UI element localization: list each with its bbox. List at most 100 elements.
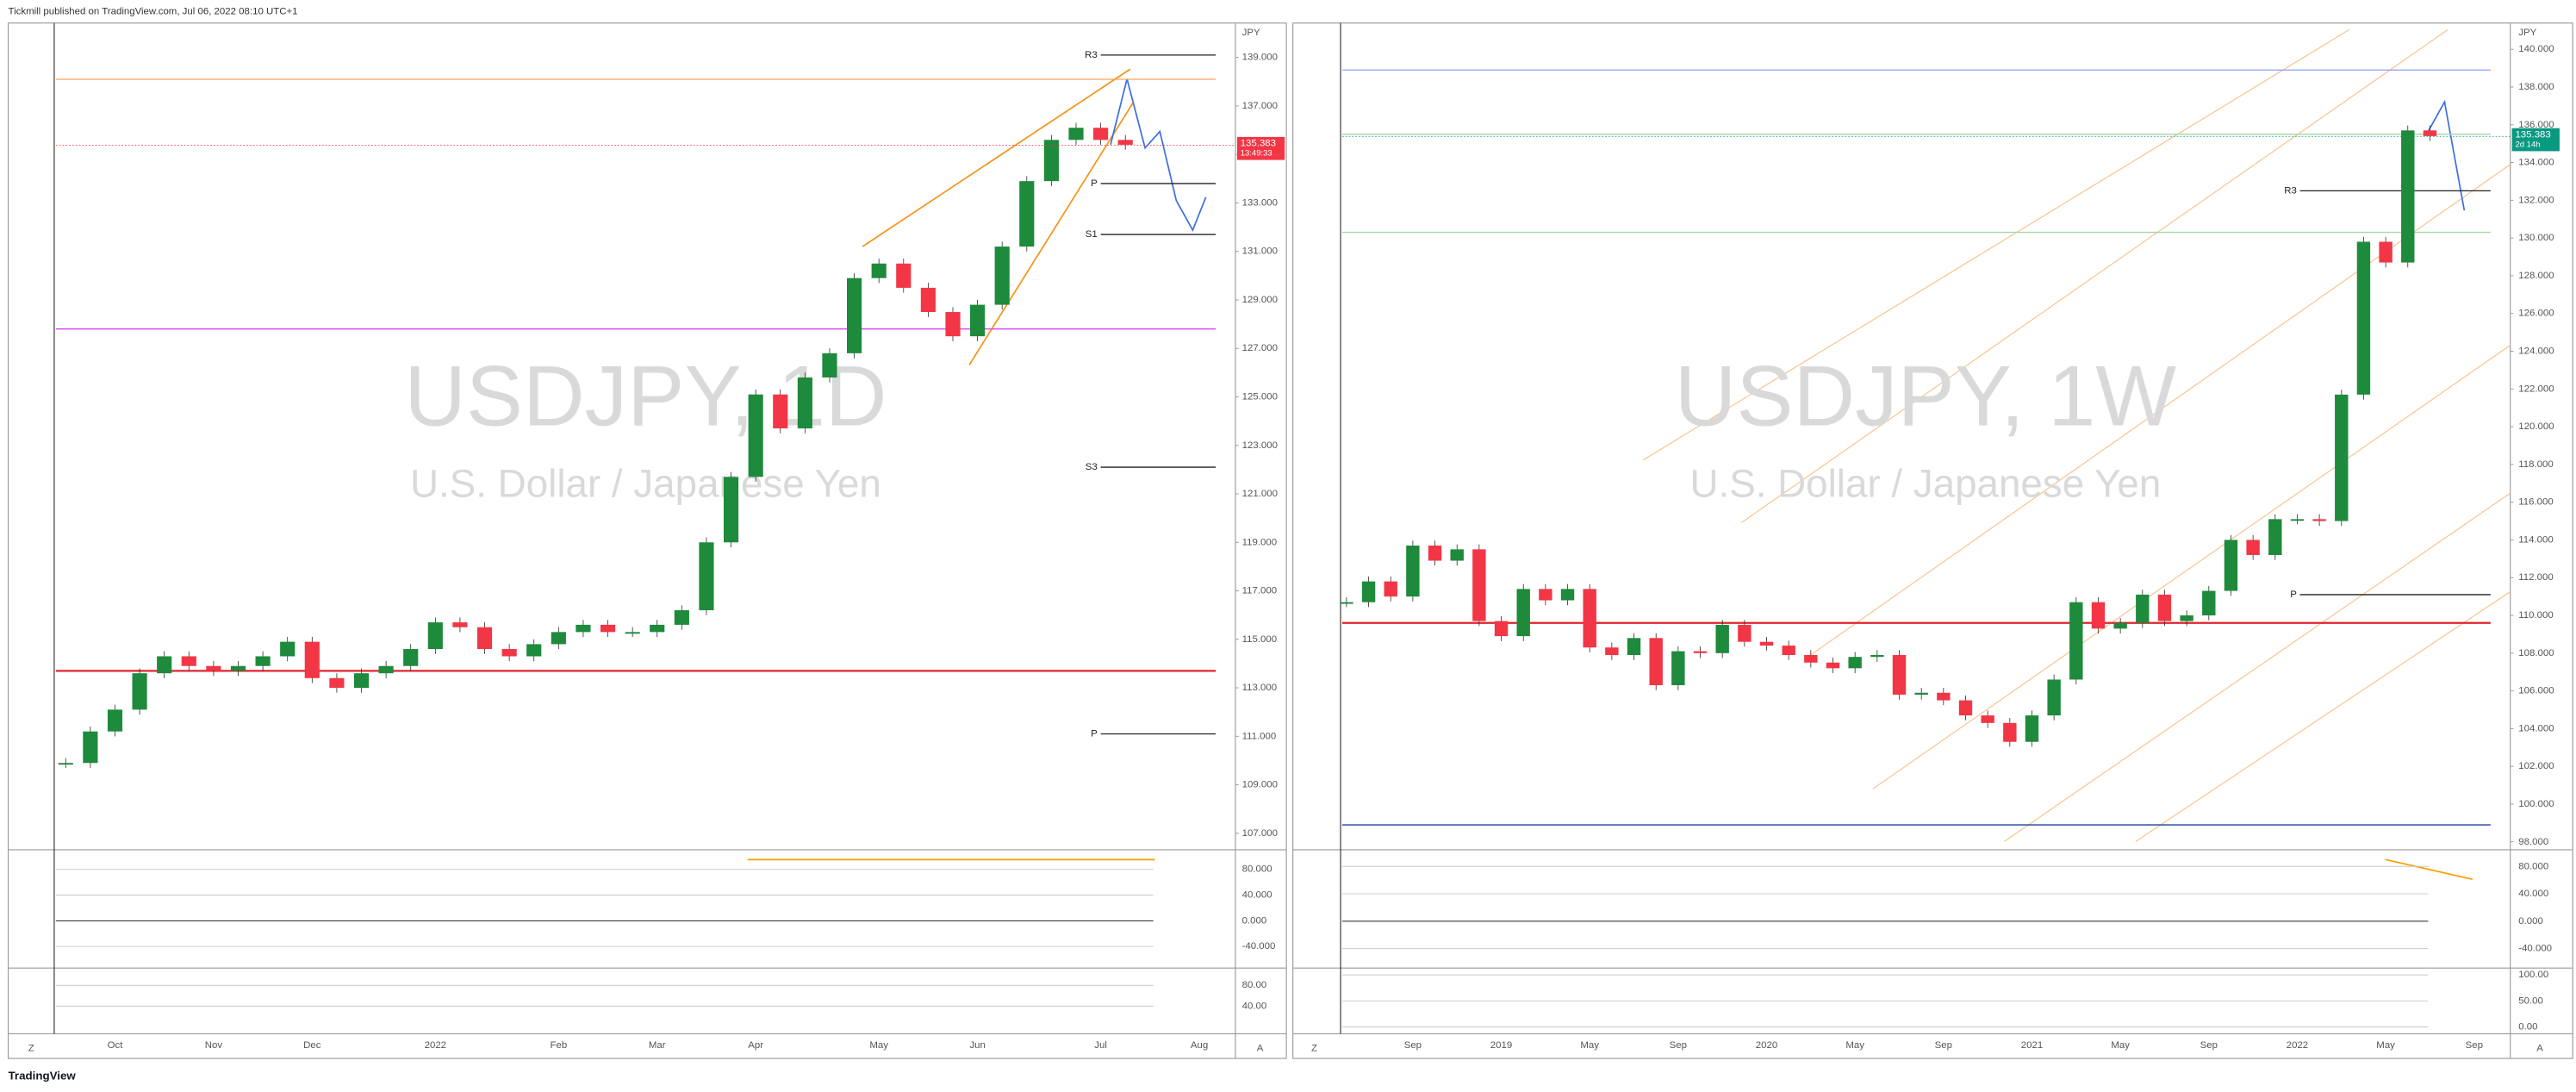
candle xyxy=(2025,715,2039,742)
x-tick-label: 2022 xyxy=(425,1040,446,1051)
watermark-subtitle: U.S. Dollar / Japanese Yen xyxy=(410,462,881,506)
y-tick-label: 107.000 xyxy=(1242,828,1278,839)
candle xyxy=(945,312,961,337)
candle xyxy=(994,246,1010,305)
candle xyxy=(427,622,443,650)
candle xyxy=(2180,615,2193,621)
level-label: R3 xyxy=(1085,50,1098,60)
channel xyxy=(1642,28,2511,842)
trend-line xyxy=(2385,858,2473,881)
x-tick-label: May xyxy=(869,1040,888,1051)
candle xyxy=(353,673,370,689)
candle xyxy=(1583,589,1596,648)
indicator-tick-label: -40.000 xyxy=(2518,944,2552,954)
candle xyxy=(2136,594,2150,623)
candle xyxy=(2423,130,2437,136)
x-tick-label: Dec xyxy=(303,1040,321,1051)
x-tick-label: Mar xyxy=(649,1040,666,1051)
candle xyxy=(1019,181,1035,247)
y-tick-label: 139.000 xyxy=(1242,53,1278,63)
x-tick-label: May xyxy=(1845,1040,1864,1051)
left-pane xyxy=(7,22,1287,1059)
charts: USDJPY, 1D U.S. Dollar / Japanese Yen JPY 1… xyxy=(28,28,2560,1054)
y-tick-label: 112.000 xyxy=(2518,572,2553,583)
last-price-flag xyxy=(2511,128,2560,152)
indicator-tick-label: 0.000 xyxy=(1242,915,1267,926)
indicator-tick-label: 40.00 xyxy=(1242,1001,1267,1011)
candle xyxy=(403,649,419,666)
candle xyxy=(2202,590,2216,616)
level-label: P xyxy=(1091,178,1098,189)
x-tick-label: Jul xyxy=(1094,1040,1107,1051)
candle xyxy=(1450,549,1464,561)
candle xyxy=(157,656,172,674)
scale-button[interactable]: Z xyxy=(28,1044,34,1054)
currency: JPY xyxy=(1242,28,1260,38)
y-tick-label: 106.000 xyxy=(2518,686,2554,696)
candle xyxy=(600,624,616,633)
candle xyxy=(1516,589,1530,637)
last-price-flag xyxy=(1236,136,1285,160)
candle xyxy=(896,263,912,288)
x-tick-label: Sep xyxy=(2466,1040,2483,1051)
candle xyxy=(329,677,345,689)
scale-button[interactable]: A xyxy=(2536,1044,2543,1054)
candle xyxy=(1494,621,1509,637)
candle xyxy=(2069,602,2083,680)
candle xyxy=(2246,540,2260,555)
x-tick-label: Sep xyxy=(1404,1040,1422,1051)
candle xyxy=(970,304,986,337)
last-price: 135.383 xyxy=(1241,139,1276,149)
candle xyxy=(2113,622,2127,629)
candle xyxy=(723,477,739,543)
indicator-tick-label: 80.000 xyxy=(2518,861,2548,871)
y-tick-label: 130.000 xyxy=(2518,233,2554,243)
candle xyxy=(181,656,196,666)
candle xyxy=(206,665,221,671)
x-tick-label: Aug xyxy=(1191,1040,1208,1051)
candle xyxy=(847,278,862,353)
price-timer: 13:49:33 xyxy=(1241,148,1272,158)
x-tick-label: Feb xyxy=(550,1040,567,1051)
indicator-tick-label: 50.00 xyxy=(2518,995,2543,1006)
scale-button[interactable]: Z xyxy=(1311,1044,1317,1054)
candle xyxy=(699,542,714,611)
candle xyxy=(674,610,689,625)
y-tick-label: 140.000 xyxy=(2518,44,2554,54)
candle xyxy=(1914,692,1928,695)
candle xyxy=(1340,602,1353,604)
candle xyxy=(1804,654,1818,663)
scale-button[interactable]: A xyxy=(1257,1044,1264,1054)
y-tick-label: 137.000 xyxy=(1242,101,1278,111)
candle xyxy=(2224,540,2238,591)
candle xyxy=(1560,589,1575,601)
candle xyxy=(2312,519,2326,521)
x-tick-label: Oct xyxy=(108,1040,124,1051)
x-tick-label: 2022 xyxy=(2287,1040,2308,1051)
candle xyxy=(650,624,665,633)
y-tick-label: 138.000 xyxy=(2518,82,2554,92)
brand: TradingView xyxy=(9,1070,77,1083)
candle xyxy=(1759,641,1774,646)
indicator-tick-label: -40.000 xyxy=(1242,941,1276,952)
y-tick-label: 98.000 xyxy=(2518,837,2548,847)
candle xyxy=(1068,128,1084,140)
candle xyxy=(551,632,566,645)
candle xyxy=(1605,647,1619,655)
candle xyxy=(822,353,837,378)
x-tick-label: Sep xyxy=(1670,1040,1687,1051)
candle xyxy=(1649,638,1663,686)
y-tick-label: 136.000 xyxy=(2518,120,2554,130)
x-tick-label: May xyxy=(2376,1040,2395,1051)
watermark-subtitle: U.S. Dollar / Japanese Yen xyxy=(1689,462,2161,506)
candle xyxy=(2356,241,2371,395)
candle xyxy=(304,641,320,678)
drawings xyxy=(747,28,2511,881)
candle xyxy=(2401,130,2415,263)
header: Tickmill published on TradingView.com, J… xyxy=(9,6,298,16)
x-tick-label: 2019 xyxy=(1490,1040,1512,1051)
y-tick-label: 133.000 xyxy=(1242,197,1278,208)
y-tick-label: 111.000 xyxy=(1242,731,1277,741)
y-tick-label: 129.000 xyxy=(1242,295,1278,305)
